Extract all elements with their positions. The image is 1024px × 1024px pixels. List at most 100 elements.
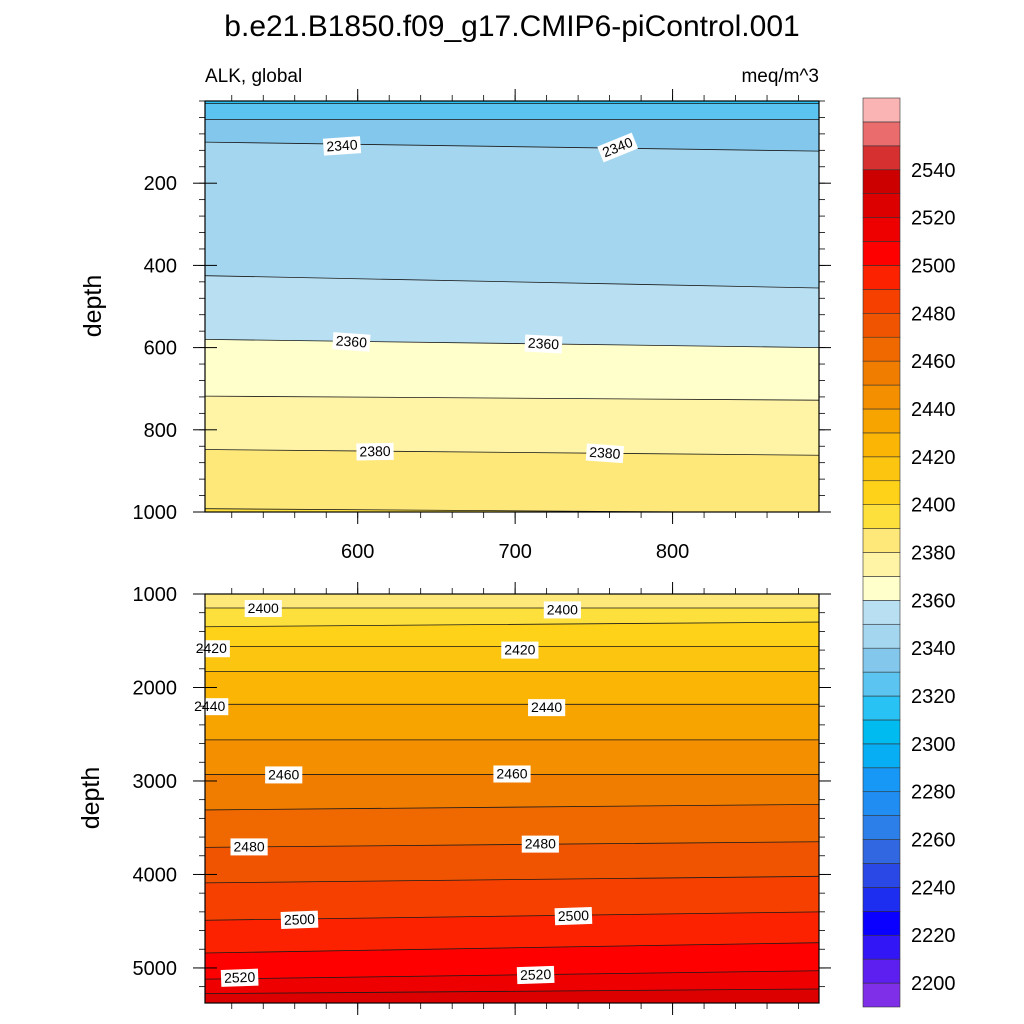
colorbar-box [862,169,901,194]
colorbar-box [862,289,901,314]
contour-label: 2520 [516,965,555,985]
y-tick-label: 200 [144,173,177,195]
lower-contour-2510 [205,970,819,980]
subtitle-left: ALK, global [205,66,302,87]
colorbar-tick-label: 2200 [911,973,956,995]
contour-label: 2340 [322,136,362,156]
colorbar-box [862,623,901,649]
upper-plot-frame [204,100,820,513]
colorbar-tick-label: 2300 [911,734,956,756]
lower-contour-2520 [205,988,819,995]
y-tick-label: 800 [144,420,177,442]
colorbar-box [862,97,901,123]
contour-label-text: 2380 [589,444,621,462]
colorbar-tick-label: 2380 [911,543,956,565]
colorbar-box [862,815,901,840]
upper-band-2380 [205,449,819,512]
x-tick-label: 700 [498,541,531,563]
colorbar-tick-label: 2480 [911,303,956,325]
lower-axis-ticks: 1000 2000 3000 4000 5000 [133,582,831,1015]
contour-label: 2380 [356,442,394,461]
colorbar-box [862,671,901,697]
y-tick-label: 1000 [133,502,178,524]
upper-contour-lines [205,103,819,512]
colorbar-tick-label: 2240 [911,877,956,899]
contour-label: 2360 [332,332,371,352]
upper-contour-2380 [205,449,819,456]
colorbar-box [862,911,901,936]
contour-label-text: 2520 [224,969,256,986]
colorbar-tick-label: 2520 [911,208,956,230]
contour-label: 2360 [524,334,563,354]
colorbar-box [862,193,901,218]
contour-label-text: 2480 [525,836,556,852]
colorbar-box [862,384,901,410]
colorbar-tick-label: 2500 [911,255,956,277]
colorbar-box [862,647,901,673]
y-tick-label: 3000 [133,771,178,793]
lower-band-2520 [205,988,819,1003]
colorbar: 2200 2220 2240 2260 2280 2300 2320 2340 2360 2380… [862,97,956,1008]
contour-label: 2380 [585,443,624,464]
colorbar-tick-label: 2360 [911,590,956,612]
lower-y-axis-label: depth [77,767,105,830]
colorbar-box [862,360,901,386]
y-tick-label: 4000 [133,864,178,886]
chart-title: b.e21.B1850.f09_g17.CMIP6-piControl.001 [224,10,799,43]
colorbar-box [862,958,901,984]
colorbar-box [862,312,901,338]
contour-label-text: 2500 [558,907,590,924]
contour-label-text: 2440 [531,699,562,715]
colorbar-box [862,934,901,960]
colorbar-tick-label: 2260 [911,830,956,852]
lower-contour-2400 [205,621,819,628]
contour-label: 2440 [528,699,566,717]
contour-label: 2400 [543,601,581,619]
lower-contour-labels: 2400 2400 2420 2420 2440 2440 2460 2460 2480 2480… [191,600,593,987]
lower-plot-frame [204,593,820,1004]
contour-label-text: 2460 [496,765,527,781]
x-tick-label: 800 [656,541,689,563]
x-tick-label: 600 [341,541,374,563]
contour-label-text: 2380 [359,443,391,460]
y-tick-label: 5000 [133,958,178,980]
colorbar-tick-label: 2540 [911,160,956,182]
upper-band-2390 [205,508,697,512]
contour-label-text: 2480 [234,838,265,854]
contour-label-text: 2360 [528,335,560,353]
contour-label: 2420 [192,640,230,658]
contour-label: 2420 [501,641,539,659]
upper-contour-2360 [205,338,819,348]
colorbar-box [862,432,901,458]
contour-label-text: 2400 [248,600,279,616]
upper-y-axis-label: depth [79,275,107,338]
contour-label: 2500 [280,910,319,929]
colorbar-tick-label: 2420 [911,447,956,469]
upper-axis-ticks: 200 400 600 800 1000 600 700 800 [133,89,831,563]
contour-label: 2460 [493,765,531,783]
colorbar-box [862,145,901,171]
lower-contour-2470 [205,841,819,848]
colorbar-box [862,456,901,482]
colorbar-box [862,121,901,147]
colorbar-box [862,767,901,793]
contour-label-text: 2360 [335,332,367,350]
colorbar-tick-label: 2340 [911,638,956,660]
subtitle-right: meq/m^3 [741,66,819,87]
contour-label-text: 2340 [326,136,358,154]
y-tick-label: 400 [144,255,177,277]
contour-label-text: 2400 [547,601,578,617]
upper-contour-2390 [205,508,756,512]
colorbar-box [862,695,901,721]
contour-label: 2400 [244,600,282,618]
y-tick-label: 1000 [133,584,178,606]
colorbar-box [862,743,901,769]
contour-label-text: 2460 [268,766,299,782]
colorbar-box [862,839,901,864]
colorbar-box [862,480,901,505]
colorbar-tick-label: 2460 [911,351,956,373]
lower-contour-2480 [205,875,819,884]
lower-contour-2460 [205,803,819,811]
colorbar-box [862,241,901,266]
